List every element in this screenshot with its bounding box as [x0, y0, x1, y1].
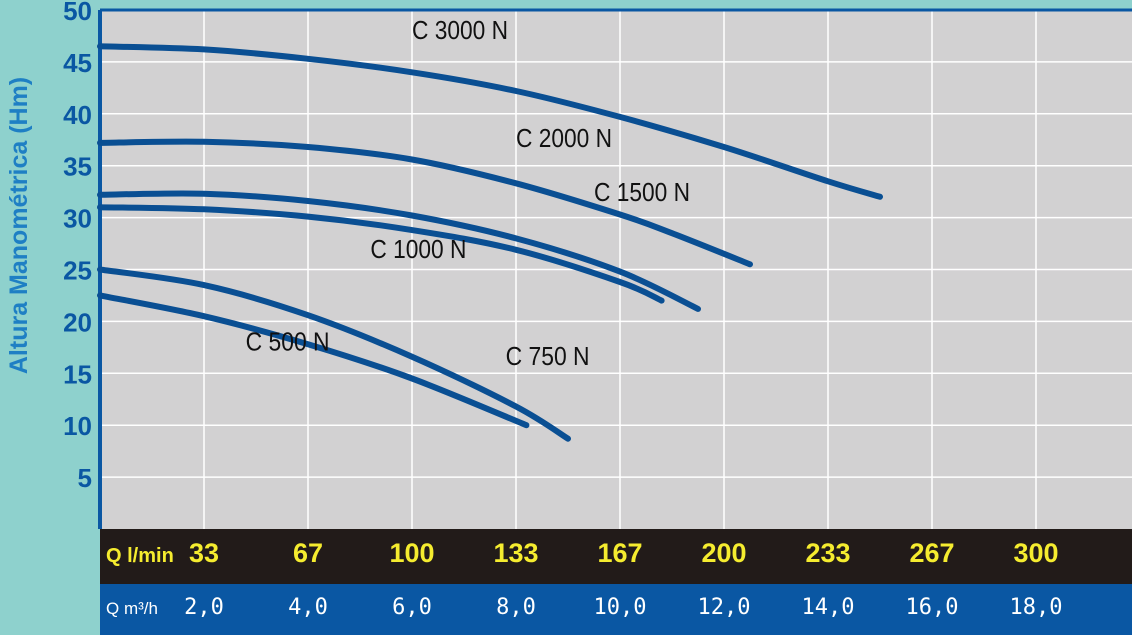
flow-m3h-tick: 2,0: [184, 595, 224, 620]
flow-lmin-tick: 167: [597, 538, 643, 568]
flow-m3h-tick: 16,0: [905, 595, 959, 620]
curve-c-500-n: [97, 292, 530, 429]
flow-lmin-tick: 267: [909, 538, 955, 568]
flow-lmin-tick: 67: [292, 538, 324, 568]
flow-m3h-unit-q: Q: [106, 599, 120, 618]
flow-lmin-unit-rest: l/min: [127, 545, 174, 567]
flow-lmin-tick: 33: [188, 538, 220, 568]
curve-label-c-2000-n: C 2000 N: [516, 123, 612, 153]
y-tick-label: 35: [63, 152, 92, 182]
curve-c-2000-n: [97, 138, 753, 268]
flow-m3h-unit-rest: m³/h: [123, 599, 158, 618]
curve-label-c-3000-n: C 3000 N: [412, 15, 508, 45]
flow-lmin-band: [100, 529, 1132, 584]
flow-m3h-band: [100, 584, 1132, 635]
flow-lmin-tick: 133: [493, 538, 539, 568]
curve-label-c-750-n: C 750 N: [506, 341, 590, 371]
curve-label-c-1000-n: C 1000 N: [370, 234, 466, 264]
flow-m3h-tick: 4,0: [288, 595, 328, 620]
flow-lmin-tick: 233: [805, 538, 851, 568]
flow-lmin-tick: 200: [701, 538, 747, 568]
flow-m3h-tick: 14,0: [801, 595, 855, 620]
y-axis-label: Altura Manométrica (Hm): [5, 76, 34, 374]
y-tick-label: 15: [63, 359, 92, 389]
flow-m3h-tick: 18,0: [1009, 595, 1063, 620]
flow-m3h-unit: Q m³/h: [106, 599, 158, 619]
curve-label-c-500-n: C 500 N: [246, 326, 330, 356]
curve-c-1000-n: [97, 204, 665, 304]
flow-m3h-tick: 10,0: [593, 595, 647, 620]
pump-curves: [97, 43, 883, 442]
flow-m3h-tick: 6,0: [392, 595, 432, 620]
flow-m3h-tick: 8,0: [496, 595, 536, 620]
flow-lmin-unit: Q l/min: [106, 545, 174, 568]
y-tick-label: 30: [63, 204, 92, 234]
curve-labels: C 3000 N C 2000 N C 1500 N C 1000 N C 750 N C…: [246, 15, 690, 371]
y-tick-label: 50: [63, 0, 92, 26]
curve-c-3000-n: [97, 43, 883, 200]
curve-label-c-1500-n: C 1500 N: [594, 177, 690, 207]
y-axis-label-wrap: Altura Manométrica (Hm): [0, 10, 40, 440]
flow-lmin-unit-q: Q: [106, 545, 122, 567]
flow-lmin-tick: 100: [389, 538, 435, 568]
y-tick-label: 5: [78, 463, 92, 493]
flow-m3h-tick: 12,0: [697, 595, 751, 620]
curve-c-1500-n: [97, 190, 701, 312]
y-tick-label: 25: [63, 256, 92, 286]
y-tick-label: 20: [63, 307, 92, 337]
flow-lmin-tick: 300: [1013, 538, 1059, 568]
y-tick-labels: 5 10 15 20 25 30 35 40 45 50: [63, 0, 92, 493]
y-tick-label: 45: [63, 48, 92, 78]
y-tick-label: 40: [63, 100, 92, 130]
y-tick-label: 10: [63, 411, 92, 441]
curve-c-750-n: [97, 266, 571, 442]
